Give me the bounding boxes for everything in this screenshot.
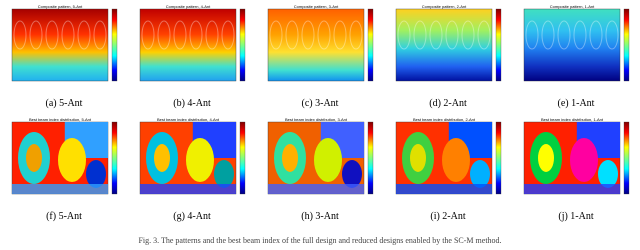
panel-title: Composite pattern, 2-Ant (422, 4, 467, 9)
panel-caption: (c) 3-Ant (302, 98, 339, 109)
colorbar (495, 8, 502, 82)
panel-title: Best beam index distribution, 2-Ant (413, 117, 476, 122)
pattern-ripple (445, 20, 459, 50)
panel-title: Best beam index distribution, 1-Ant (541, 117, 604, 122)
pattern-ripple (397, 20, 411, 50)
panel-title: Composite pattern, 4-Ant (166, 4, 211, 9)
pattern-ripple (77, 20, 91, 50)
pattern-heatmap (11, 8, 109, 82)
pattern-ripple (477, 20, 491, 50)
pattern-ripple (349, 20, 363, 50)
colorbar (367, 8, 374, 82)
pattern-ripple (301, 20, 315, 50)
pattern-ripple (157, 20, 171, 50)
beam-region (140, 184, 236, 194)
pattern-ripple (189, 20, 203, 50)
pattern-ripple (93, 20, 107, 50)
beam-region (342, 160, 362, 188)
panel-caption: (d) 2-Ant (429, 98, 467, 109)
pattern-ripple (525, 20, 539, 50)
panel-title: Best beam index distribution, 5-Ant (29, 117, 92, 122)
panel-title: Best beam index distribution, 4-Ant (157, 117, 220, 122)
pattern-ripple (61, 20, 75, 50)
pattern-ripple (605, 20, 619, 50)
pattern-ripple (205, 20, 219, 50)
panel-caption: (h) 3-Ant (301, 211, 339, 222)
beam-region (538, 144, 554, 172)
pattern-ripple (285, 20, 299, 50)
beam-region (214, 160, 234, 188)
pattern-ripple (541, 20, 555, 50)
panel-title: Best beam index distribution, 3-Ant (285, 117, 348, 122)
colorbar (367, 121, 374, 195)
colorbar (111, 8, 118, 82)
beam-region (410, 144, 426, 172)
beam-region (12, 184, 108, 194)
panel-caption: (j) 1-Ant (558, 211, 593, 222)
beam-region (282, 144, 298, 172)
colorbar (623, 8, 630, 82)
pattern-ripple (413, 20, 427, 50)
beam-region (598, 160, 618, 188)
colorbar (623, 121, 630, 195)
beam-region (26, 144, 42, 172)
pattern-ripple (317, 20, 331, 50)
colorbar (111, 121, 118, 195)
beam-region (58, 138, 86, 182)
beam-region (268, 184, 364, 194)
panel-title: Composite pattern, 3-Ant (294, 4, 339, 9)
colorbar (495, 121, 502, 195)
pattern-heatmap (395, 8, 493, 82)
pattern-ripple (29, 20, 43, 50)
beam-region (314, 138, 342, 182)
pattern-heatmap (139, 8, 237, 82)
pattern-ripple (173, 20, 187, 50)
pattern-ripple (429, 20, 443, 50)
pattern-heatmap (523, 8, 621, 82)
beam-region (396, 184, 492, 194)
panel-title: Composite pattern, 1-Ant (550, 4, 595, 9)
panel-caption: (a) 5-Ant (46, 98, 83, 109)
beam-region (570, 138, 598, 182)
colorbar (239, 8, 246, 82)
pattern-ripple (461, 20, 475, 50)
pattern-ripple (45, 20, 59, 50)
pattern-ripple (333, 20, 347, 50)
pattern-heatmap (267, 8, 365, 82)
beam-region (154, 144, 170, 172)
pattern-ripple (13, 20, 27, 50)
pattern-ripple (221, 20, 235, 50)
panel-title: Composite pattern, 5-Ant (38, 4, 83, 9)
pattern-ripple (141, 20, 155, 50)
beam-region (442, 138, 470, 182)
beam-region (524, 184, 620, 194)
figure-caption: Fig. 3. The patterns and the best beam i… (138, 236, 501, 245)
panel-caption: (b) 4-Ant (173, 98, 211, 109)
beam-region (470, 160, 490, 188)
beam-region (186, 138, 214, 182)
panel-caption: (f) 5-Ant (46, 211, 82, 222)
pattern-ripple (269, 20, 283, 50)
pattern-ripple (557, 20, 571, 50)
pattern-ripple (589, 20, 603, 50)
panel-caption: (e) 1-Ant (558, 98, 595, 109)
colorbar (239, 121, 246, 195)
beam-region (86, 160, 106, 188)
panel-caption: (g) 4-Ant (173, 211, 211, 222)
panel-caption: (i) 2-Ant (430, 211, 465, 222)
pattern-ripple (573, 20, 587, 50)
